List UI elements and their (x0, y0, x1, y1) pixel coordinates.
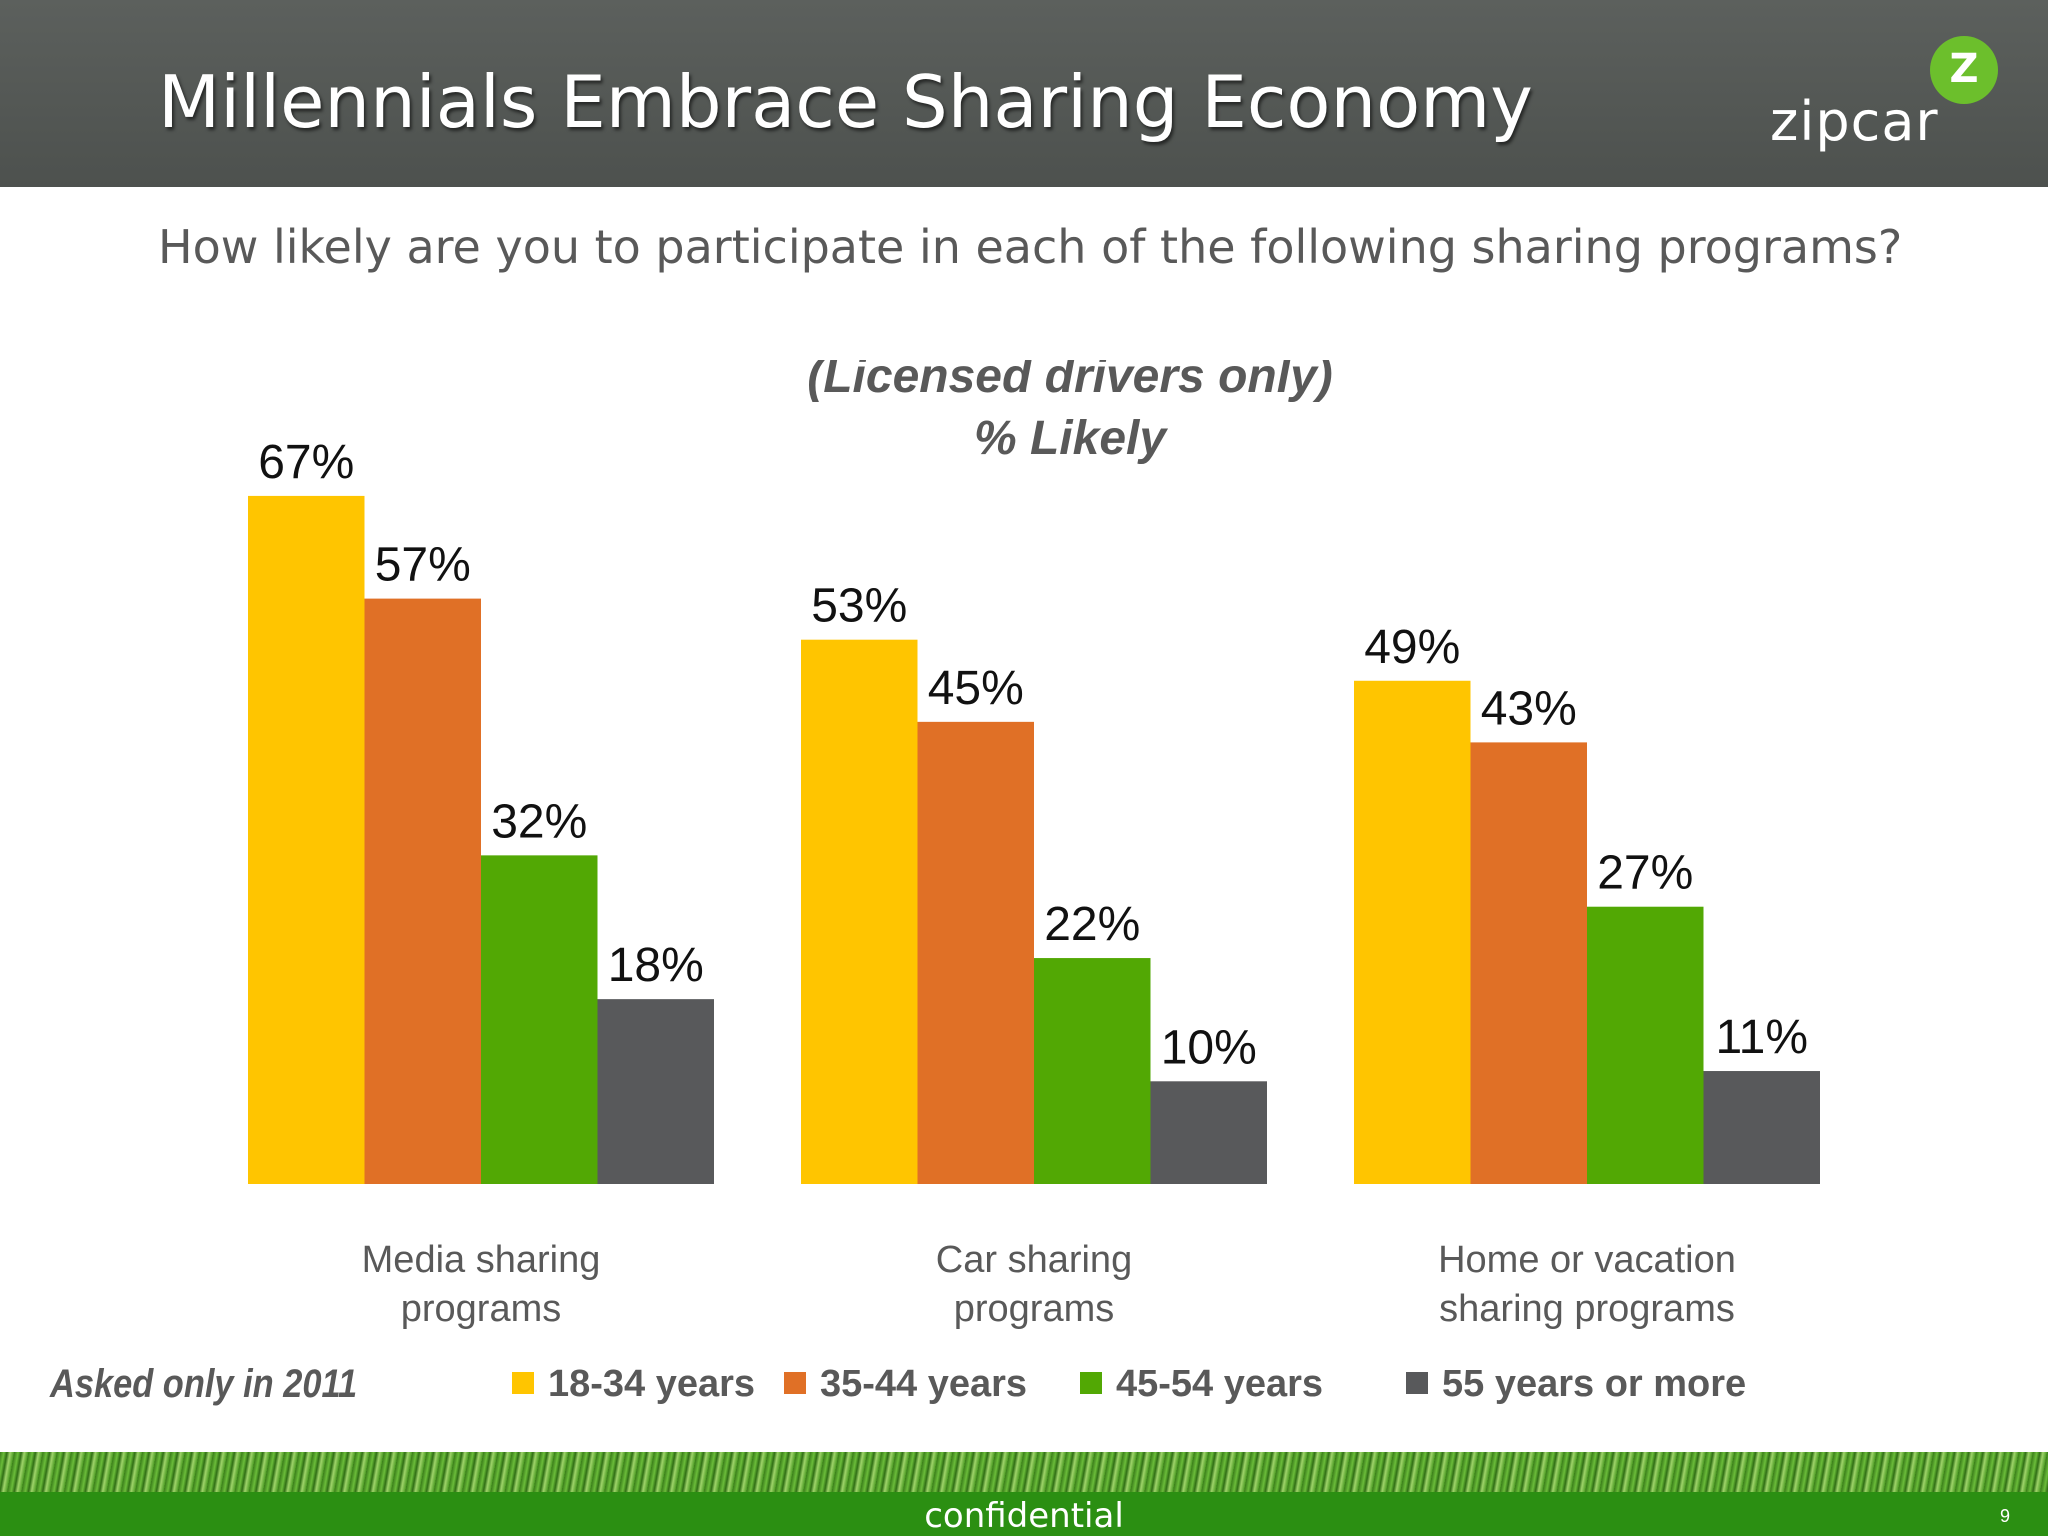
legend-label: 35-44 years (820, 1363, 1028, 1405)
grass-strip (0, 1452, 2048, 1498)
data-label: 11% (1715, 1011, 1808, 1064)
bar-1-2 (364, 598, 481, 1184)
bar-2-1 (801, 639, 918, 1184)
data-label: 57% (375, 539, 471, 592)
confidential-label: confidential (924, 1496, 1124, 1536)
data-label: 49% (1364, 621, 1460, 674)
data-label: 53% (811, 580, 907, 633)
chart-title: (Licensed drivers only) (807, 360, 1333, 403)
data-label: 22% (1044, 898, 1140, 951)
bar-chart: (Licensed drivers only) % Likely 67% 57% 32%… (248, 360, 1820, 1330)
data-label: 18% (608, 939, 704, 992)
data-label: 27% (1597, 847, 1693, 900)
bar-2-2 (917, 721, 1034, 1184)
bar-1-3 (481, 855, 598, 1184)
page-number: 9 (2000, 1506, 2011, 1526)
legend-item-18-34: 18-34 years (512, 1362, 755, 1406)
zipcar-wordmark: zipcar (1770, 90, 1939, 153)
legend-label: 45-54 years (1116, 1363, 1324, 1405)
category-label: programs (401, 1288, 562, 1330)
footer-bar (0, 1492, 2048, 1536)
bar-3-2 (1470, 742, 1587, 1184)
bar-3-4 (1703, 1071, 1820, 1184)
legend-swatch (784, 1371, 806, 1394)
data-label: 10% (1161, 1021, 1257, 1074)
legend-item-35-44: 35-44 years (784, 1362, 1027, 1406)
legend-item-55-plus: 55 years or more (1406, 1362, 1746, 1406)
category-label: Home or vacation (1438, 1239, 1736, 1281)
data-label: 32% (491, 795, 587, 848)
category-label: sharing programs (1439, 1288, 1735, 1330)
chart-subtitle: % Likely (974, 412, 1168, 465)
category-label: programs (954, 1288, 1115, 1330)
legend-swatch (1406, 1371, 1428, 1394)
bar-1-1 (248, 495, 365, 1184)
legend-label: 55 years or more (1442, 1363, 1747, 1405)
category-label: Car sharing (936, 1239, 1132, 1281)
asked-note: Asked only in 2011 (50, 1362, 358, 1406)
data-label: 45% (928, 662, 1024, 715)
zipcar-logo: Z zipcar (1770, 36, 2010, 156)
slide-header: Millennials Embrace Sharing Economy Z zi… (0, 0, 2048, 187)
zipcar-badge-icon: Z (1930, 36, 1998, 104)
legend-swatch (1080, 1371, 1102, 1394)
bar-2-4 (1150, 1081, 1267, 1184)
slide-subtitle: How likely are you to participate in eac… (158, 220, 1903, 274)
bar-1-4 (597, 999, 714, 1184)
legend-item-45-54: 45-54 years (1080, 1362, 1323, 1406)
legend-label: 18-34 years (548, 1363, 756, 1405)
data-label: 67% (258, 436, 354, 489)
bar-3-3 (1587, 906, 1704, 1184)
bar-3-1 (1354, 680, 1471, 1184)
legend-swatch (512, 1371, 534, 1394)
bar-2-3 (1034, 958, 1151, 1184)
category-label: Media sharing (362, 1239, 601, 1281)
data-label: 43% (1481, 682, 1577, 735)
slide-title: Millennials Embrace Sharing Economy (158, 60, 1533, 144)
chart-legend: 18-34 years 35-44 years 45-54 years 55 y… (0, 1362, 2048, 1412)
